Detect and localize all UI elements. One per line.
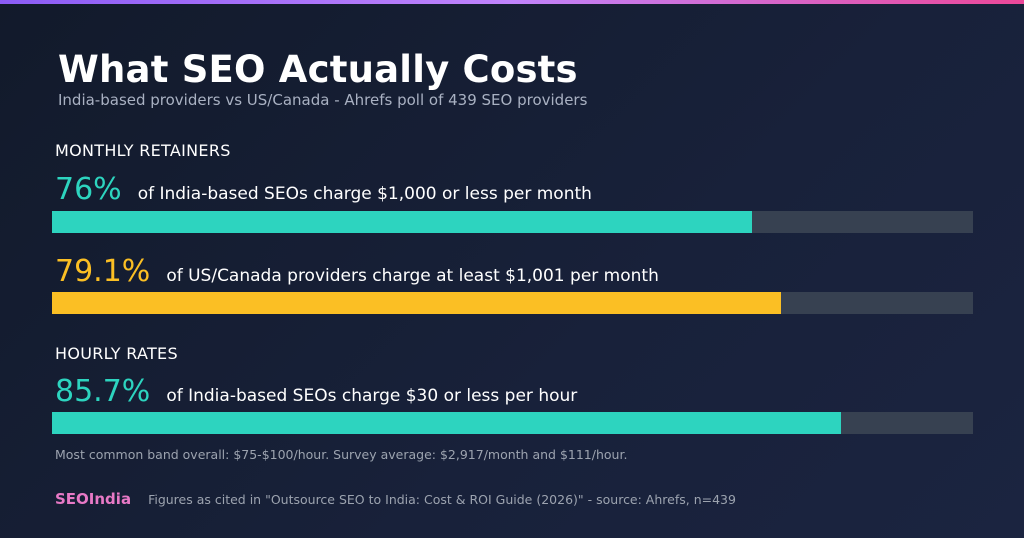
chart-title: What SEO Actually Costs — [58, 48, 578, 91]
chart-subtitle: India-based providers vs US/Canada - Ahr… — [58, 91, 588, 109]
bar-india-hourly — [52, 412, 842, 434]
description-india-retainer: of India-based SEOs charge $1,000 or les… — [137, 184, 592, 204]
stat-row-india-hourly: 85.7% of India-based SEOs charge $30 or … — [55, 374, 577, 409]
value-label-india-retainer: 76% — [55, 172, 122, 207]
description-india-hourly: of India-based SEOs charge $30 or less p… — [166, 386, 578, 406]
section-label-monthly-retainers: MONTHLY RETAINERS — [55, 141, 231, 160]
bar-track-india-hourly — [52, 412, 973, 434]
bar-track-india-retainer — [52, 211, 973, 233]
stat-row-us-canada-retainer: 79.1% of US/Canada providers charge at l… — [55, 254, 659, 289]
bar-us-canada-retainer — [52, 292, 781, 314]
brand-logo-text: SEOIndia — [55, 490, 132, 508]
footer: SEOIndia Figures as cited in "Outsource … — [55, 490, 736, 508]
source-citation: Figures as cited in "Outsource SEO to In… — [148, 492, 736, 507]
value-label-us-canada-retainer: 79.1% — [55, 254, 151, 289]
top-accent-stripe — [0, 0, 1024, 4]
section-label-hourly-rates: HOURLY RATES — [55, 344, 178, 363]
description-us-canada-retainer: of US/Canada providers charge at least $… — [166, 266, 659, 286]
value-label-india-hourly: 85.7% — [55, 374, 151, 409]
bar-india-retainer — [52, 211, 752, 233]
bar-track-us-canada-retainer — [52, 292, 973, 314]
stat-row-india-retainer: 76% of India-based SEOs charge $1,000 or… — [55, 172, 592, 207]
footnote: Most common band overall: $75-$100/hour.… — [55, 447, 628, 462]
